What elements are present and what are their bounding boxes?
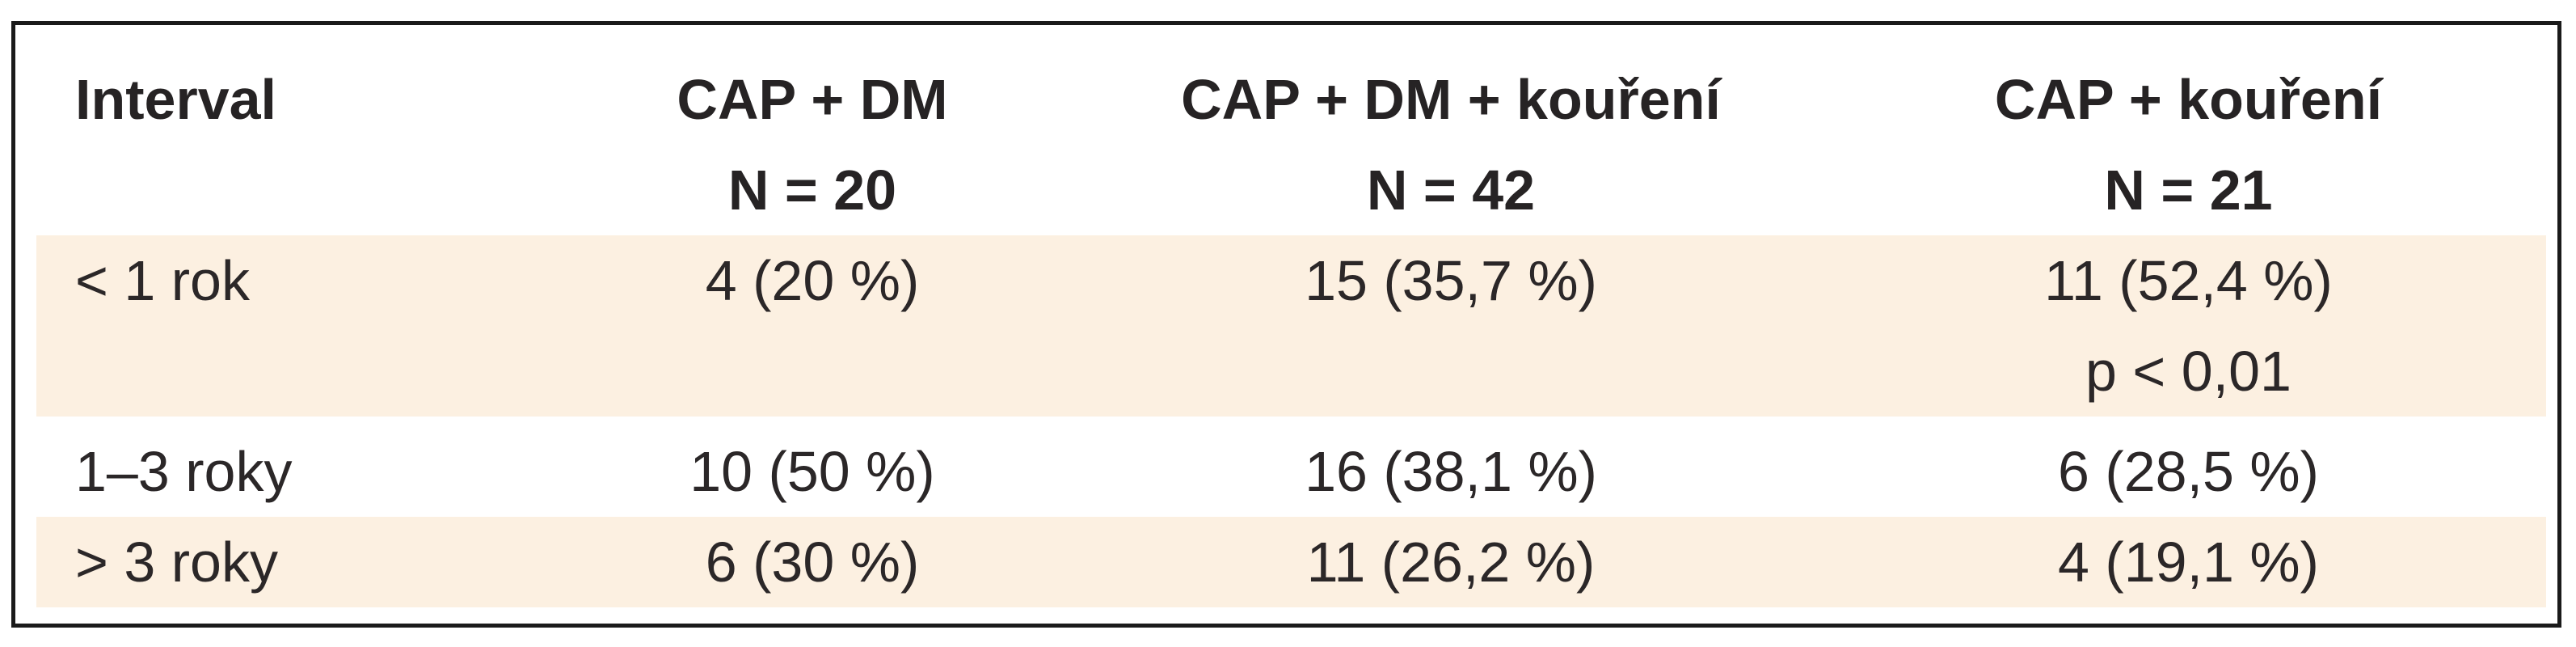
cell-cap-koureni: 11 (52,4 %) p < 0,01 — [1831, 235, 2546, 417]
cell-interval: > 3 roky — [36, 517, 554, 607]
table-row-1-3-roky: 1–3 roky 10 (50 %) 16 (38,1 %) 6 (28,5 %… — [36, 426, 2546, 517]
header-cap-dm: CAP + DM N = 20 — [554, 54, 1071, 235]
cell-cap-dm: 6 (30 %) — [554, 517, 1071, 607]
header-cap-koureni: CAP + kouření N = 21 — [1831, 54, 2546, 235]
table-row-lt-1-rok: < 1 rok 4 (20 %) 15 (35,7 %) 11 (52,4 %)… — [36, 235, 2546, 417]
data-table: Interval CAP + DM N = 20 CAP + DM + kouř… — [36, 54, 2546, 607]
cell-cap-dm-koureni: 16 (38,1 %) — [1305, 440, 1597, 503]
cell-interval: < 1 rok — [36, 235, 554, 417]
header-cap-dm-koureni: CAP + DM + kouření N = 42 — [1071, 54, 1831, 235]
cell-cap-dm: 4 (20 %) — [554, 235, 1071, 417]
cell-cap-dm-koureni: 15 (35,7 %) — [1071, 235, 1831, 417]
header-cap-dm-count: N = 20 — [727, 159, 897, 222]
header-cap-dm-koureni-count: N = 42 — [1366, 159, 1536, 222]
header-cap-koureni-count: N = 21 — [2104, 159, 2273, 222]
table-row-gt-3-roky: > 3 roky 6 (30 %) 11 (26,2 %) 4 (19,1 %) — [36, 517, 2546, 607]
row-spacer — [36, 417, 2546, 426]
table-frame: Interval CAP + DM N = 20 CAP + DM + kouř… — [11, 21, 2561, 628]
cell-cap-koureni-value: 11 (52,4 %) — [2044, 249, 2333, 312]
cell-cap-dm-koureni: 11 (26,2 %) — [1071, 517, 1831, 607]
cell-cap-koureni: 4 (19,1 %) — [1831, 517, 2546, 607]
header-cap-koureni-label: CAP + kouření — [1994, 68, 2383, 131]
header-cap-dm-koureni-label: CAP + DM + kouření — [1181, 68, 1721, 131]
p-value-note: p < 0,01 — [2085, 340, 2291, 403]
header-interval: Interval — [75, 68, 276, 131]
cell-cap-koureni: 6 (28,5 %) — [2058, 440, 2319, 503]
cell-cap-dm: 10 (50 %) — [689, 440, 935, 503]
header-cap-dm-label: CAP + DM — [677, 68, 948, 131]
header-row: Interval CAP + DM N = 20 CAP + DM + kouř… — [36, 54, 2546, 235]
cell-interval: 1–3 roky — [75, 440, 293, 503]
